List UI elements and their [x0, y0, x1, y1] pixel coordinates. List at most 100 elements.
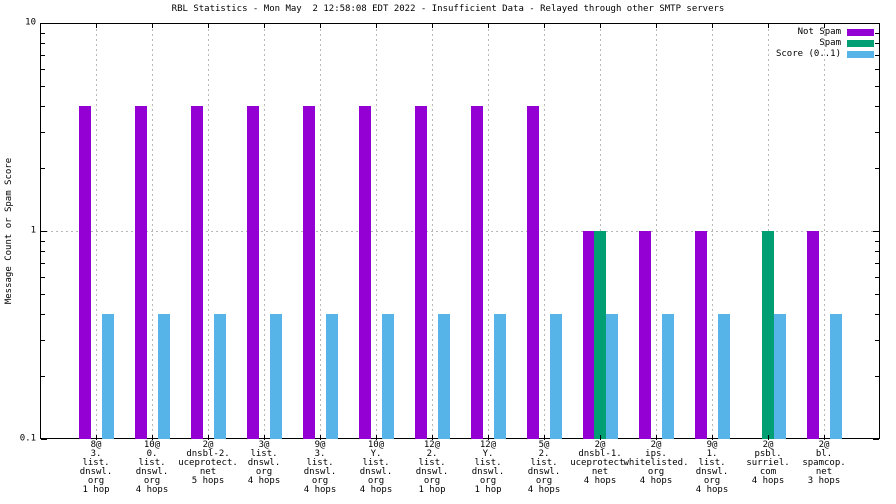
- legend-entry: Spam: [819, 39, 874, 48]
- bar-not-spam-4: [246, 106, 259, 439]
- bar-score-0-1-5: [325, 314, 338, 439]
- bar-score-0-1-3: [213, 314, 226, 439]
- bar-score-0-1-11: [661, 314, 674, 439]
- bar-not-spam-1: [78, 106, 91, 439]
- y-minor-tick: [875, 55, 879, 56]
- x-tick-top: [712, 24, 713, 28]
- y-minor-tick: [875, 314, 879, 315]
- y-minor-tick: [875, 294, 879, 295]
- y-minor-tick: [41, 132, 45, 133]
- y-minor-tick: [41, 263, 45, 264]
- x-tick-bottom: [264, 435, 265, 440]
- bar-not-spam-11: [638, 231, 651, 439]
- bar-not-spam-7: [414, 106, 427, 439]
- bar-not-spam-8: [470, 106, 483, 439]
- bar-score-0-1-14: [829, 314, 842, 439]
- legend: Not Spam Spam Score (0..1): [776, 28, 874, 59]
- y-minor-tick: [41, 376, 45, 377]
- bar-score-0-1-13: [773, 314, 786, 439]
- y-minor-tick: [41, 340, 45, 341]
- x-tick-bottom: [656, 435, 657, 440]
- bar-score-0-1-7: [437, 314, 450, 439]
- y-major-tick: [41, 439, 47, 440]
- y-minor-tick: [41, 294, 45, 295]
- bar-not-spam-5: [302, 106, 315, 439]
- y-minor-tick: [41, 241, 45, 242]
- y-tick-label: 10: [25, 17, 36, 28]
- bar-score-0-1-8: [493, 314, 506, 439]
- y-minor-tick: [875, 106, 879, 107]
- y-minor-tick: [41, 43, 45, 44]
- x-tick-bottom: [96, 435, 97, 440]
- x-tick-label: 9@ 3. list. dnswl. org 4 hops: [303, 440, 337, 495]
- y-major-tick: [873, 23, 879, 24]
- chart-title: RBL Statistics - Mon May 2 12:58:08 EDT …: [171, 4, 725, 14]
- bar-spam-10: [594, 231, 606, 439]
- x-tick-label: 2@ bl. spamcop. net 3 hops: [802, 440, 846, 486]
- y-minor-tick: [875, 43, 879, 44]
- x-tick-label: 3@ list. dnswl. org 4 hops: [247, 440, 281, 486]
- y-minor-tick: [875, 251, 879, 252]
- y-minor-tick: [875, 277, 879, 278]
- y-major-tick: [873, 439, 879, 440]
- y-minor-tick: [875, 86, 879, 87]
- legend-label: Not Spam: [797, 27, 841, 37]
- bar-not-spam-6: [358, 106, 371, 439]
- x-tick-top: [768, 24, 769, 28]
- bar-score-0-1-12: [717, 314, 730, 439]
- legend-swatch: [847, 40, 874, 47]
- x-tick-label: 8@ 3. list. dnswl. org 1 hop: [79, 440, 113, 495]
- y-major-tick: [873, 231, 879, 232]
- x-tick-label: 10@ Y. list. dnswl. org 4 hops: [359, 440, 393, 495]
- y-minor-tick: [41, 168, 45, 169]
- x-tick-top: [152, 24, 153, 28]
- x-tick-bottom: [488, 435, 489, 440]
- x-tick-top: [376, 24, 377, 28]
- legend-swatch: [847, 51, 874, 58]
- y-minor-tick: [875, 340, 879, 341]
- x-tick-bottom: [712, 435, 713, 440]
- legend-entry: Score (0..1): [776, 50, 874, 59]
- bar-not-spam-12: [694, 231, 707, 439]
- bar-not-spam-14: [806, 231, 819, 439]
- y-major-tick: [41, 23, 47, 24]
- legend-swatch: [847, 29, 874, 36]
- bar-spam-13: [762, 231, 774, 439]
- x-tick-label: 2@ psbl. surriel. com 4 hops: [746, 440, 790, 486]
- x-tick-label: 5@ 2. list. dnswl. org 4 hops: [527, 440, 561, 495]
- x-tick-bottom: [824, 435, 825, 440]
- y-minor-tick: [41, 86, 45, 87]
- x-tick-bottom: [208, 435, 209, 440]
- legend-label: Score (0..1): [775, 49, 841, 59]
- bar-score-0-1-4: [269, 314, 282, 439]
- y-minor-tick: [875, 132, 879, 133]
- bar-score-0-1-1: [101, 314, 114, 439]
- x-tick-bottom: [152, 435, 153, 440]
- x-tick-top: [320, 24, 321, 28]
- x-tick-label: 10@ 0. list. dnswl. org 4 hops: [135, 440, 169, 495]
- bar-not-spam-10: [582, 231, 595, 439]
- x-tick-top: [544, 24, 545, 28]
- x-tick-label: 2@ ips. whitelisted. org 4 hops: [623, 440, 689, 486]
- x-tick-top: [432, 24, 433, 28]
- y-minor-tick: [41, 277, 45, 278]
- y-minor-tick: [875, 69, 879, 70]
- x-tick-top: [96, 24, 97, 28]
- x-tick-bottom: [544, 435, 545, 440]
- bar-score-0-1-10: [605, 314, 618, 439]
- x-tick-top: [824, 24, 825, 28]
- x-tick-top: [488, 24, 489, 28]
- y-minor-tick: [41, 314, 45, 315]
- x-tick-label: 12@ 2. list. dnswl. org 1 hop: [415, 440, 449, 495]
- plot-border: [40, 23, 880, 439]
- bar-not-spam-2: [134, 106, 147, 439]
- y-tick-label: 1: [30, 225, 36, 236]
- x-tick-label: 9@ 1. list. dnswl. org 4 hops: [695, 440, 729, 495]
- y-minor-tick: [41, 33, 45, 34]
- x-tick-top: [264, 24, 265, 28]
- x-tick-top: [208, 24, 209, 28]
- x-tick-label: 12@ Y. list. dnswl. org 1 hop: [471, 440, 505, 495]
- y-major-tick: [41, 231, 47, 232]
- legend-label: Spam: [819, 38, 841, 48]
- x-tick-bottom: [376, 435, 377, 440]
